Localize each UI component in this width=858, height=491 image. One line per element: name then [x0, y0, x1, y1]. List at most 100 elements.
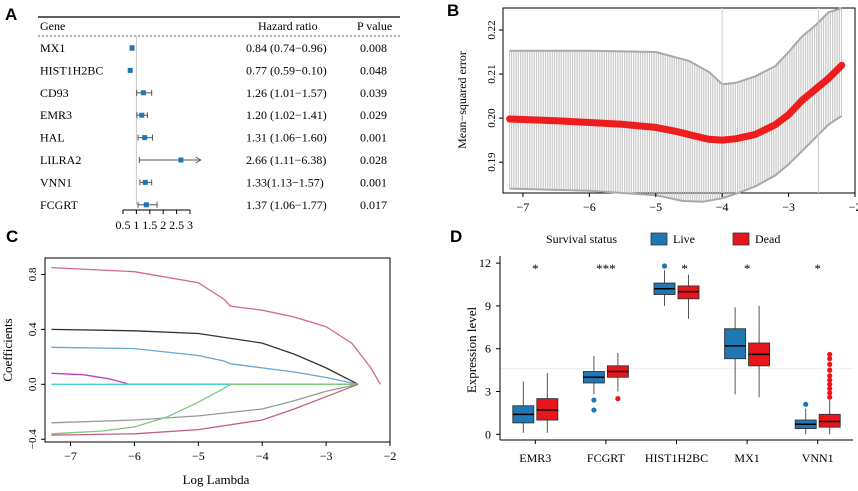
boxplot-y-tick-label: 0 — [485, 427, 491, 441]
forest-x-tick-label: 0.5 — [116, 218, 131, 232]
forest-gene-label: EMR3 — [40, 108, 72, 122]
dead-outlier — [827, 351, 833, 358]
forest-p-value: 0.001 — [360, 175, 387, 189]
mse-x-tick-label: −6 — [583, 200, 596, 214]
legend-label-live: Live — [673, 232, 695, 246]
mse-y-tick-label: 0.22 — [486, 20, 498, 39]
panel-label-a: A — [5, 5, 17, 24]
mse-x-tick-label: −4 — [716, 200, 729, 214]
boxplot-y-tick-label: 6 — [485, 342, 491, 356]
mse-upper-bound — [509, 7, 843, 86]
coef-y-axis-label: Coefficients — [0, 318, 15, 381]
expression-boxplot: 0 3 6 9 12 Expression level Survival status Liv… — [464, 232, 853, 465]
boxplot-y-tick-label: 12 — [479, 256, 491, 270]
forest-gene-label: HIST1H2BC — [40, 63, 103, 77]
mse-lower-bound — [509, 115, 843, 203]
mse-error-bars — [509, 8, 842, 202]
mse-x-tick-label: −7 — [517, 200, 530, 214]
forest-p-value: 0.048 — [360, 63, 387, 77]
mse-mean-curve — [506, 61, 846, 144]
boxplot-category-label: VNN1 — [802, 451, 834, 465]
boxplot-y-tick-label: 3 — [485, 385, 491, 399]
forest-col-gene: Gene — [40, 19, 65, 33]
forest-hr-text: 1.26 (1.01−1.57) — [246, 86, 327, 100]
forest-p-value: 0.008 — [360, 41, 387, 55]
forest-point — [129, 45, 135, 51]
coef-x-tick-label: −2 — [384, 449, 397, 463]
forest-col-hr: Hazard ratio — [258, 19, 318, 33]
live-box — [724, 328, 747, 360]
forest-col-p: P value — [357, 19, 392, 33]
forest-hr-text: 0.84 (0.74−0.96) — [246, 41, 327, 55]
mse-y-axis-label: Mean−squared error — [455, 51, 469, 149]
mse-x-tick-label: −3 — [782, 200, 795, 214]
coef-x-tick-label: −6 — [128, 449, 141, 463]
forest-x-tick-label: 1.5 — [142, 218, 157, 232]
forest-hr-text: 2.66 (1.11−6.38) — [246, 153, 326, 167]
coef-path-rose — [51, 383, 359, 436]
forest-point — [127, 67, 133, 73]
dead-outlier — [827, 390, 833, 396]
panel-label-d: D — [450, 227, 462, 246]
coef-path-gray — [51, 383, 359, 424]
mse-y-tick-label: 0.21 — [486, 64, 498, 83]
forest-x-tick-label: 2.5 — [169, 218, 184, 232]
significance-marker: * — [814, 261, 821, 276]
forest-p-value: 0.029 — [360, 108, 387, 122]
significance-marker: * — [744, 261, 751, 276]
mse-x-tick-label: −5 — [649, 200, 662, 214]
forest-x-tick-label: 2 — [160, 218, 166, 232]
forest-gene-label: HAL — [40, 131, 65, 145]
coef-y-tick-label: 0.8 — [27, 267, 39, 281]
coef-x-tick-label: −3 — [320, 449, 333, 463]
forest-p-value: 0.039 — [360, 86, 387, 100]
dead-outlier — [827, 373, 833, 379]
boxplot-y-axis-label: Expression level — [464, 306, 479, 393]
forest-gene-label: VNN1 — [40, 175, 72, 189]
forest-hr-text: 1.31 (1.06−1.60) — [246, 131, 327, 145]
dead-outlier — [827, 361, 833, 368]
significance-marker: * — [532, 261, 539, 276]
dead-outlier — [827, 386, 833, 392]
boxplot-category-label: FCGRT — [587, 451, 626, 465]
coef-x-tick-label: −7 — [64, 449, 77, 463]
forest-hr-text: 0.77 (0.59−0.10) — [246, 63, 327, 77]
coef-path-black — [51, 328, 359, 385]
coef-y-tick-label: 0.0 — [27, 377, 39, 391]
coef-x-axis-label: Log Lambda — [183, 472, 250, 487]
forest-ci-arrow — [195, 156, 202, 164]
dead-outlier — [827, 356, 833, 362]
live-outlier — [661, 263, 668, 269]
boxplot-y-tick-label: 9 — [485, 299, 491, 313]
forest-point — [142, 135, 148, 141]
coef-path-green — [51, 383, 359, 435]
forest-gene-label: MX1 — [40, 41, 65, 55]
legend-swatch-dead — [732, 232, 750, 246]
dead-outlier — [827, 367, 833, 373]
mse-plot-frame — [502, 7, 856, 194]
legend-label-dead: Dead — [755, 232, 780, 246]
forest-gene-label: FCGRT — [40, 198, 79, 212]
boxplot-category-label: MX1 — [734, 451, 759, 465]
dead-outlier — [827, 377, 833, 383]
coefficient-path-plot: −7 −6 −5 −4 −3 −2 −0.4 0.0 0.4 0.8 Log Lambda Coeff… — [0, 257, 397, 487]
boxplot-category-label: HIST1H2BC — [645, 451, 708, 465]
forest-gene-label: CD93 — [40, 86, 69, 100]
forest-plot: Gene Hazard ratio P value MX1 0.84 (0.74−… — [38, 16, 400, 232]
panel-label-b: B — [447, 1, 459, 20]
coef-x-tick-label: −5 — [192, 449, 205, 463]
coef-path-blue — [51, 346, 359, 385]
forest-p-value: 0.028 — [360, 153, 387, 167]
legend-swatch-live — [650, 232, 668, 246]
forest-x-tick-label: 3 — [187, 218, 193, 232]
forest-point — [143, 202, 149, 208]
legend-title: Survival status — [546, 232, 617, 246]
coef-y-tick-label: 0.4 — [27, 322, 39, 336]
mse-y-tick-label: 0.19 — [486, 152, 498, 172]
forest-hr-text: 1.33(1.13−1.57) — [246, 175, 324, 189]
significance-marker: *** — [596, 261, 616, 276]
forest-point — [178, 157, 184, 163]
coef-path-pink — [51, 266, 381, 385]
forest-point — [142, 179, 148, 185]
panel-label-c: C — [6, 227, 18, 246]
